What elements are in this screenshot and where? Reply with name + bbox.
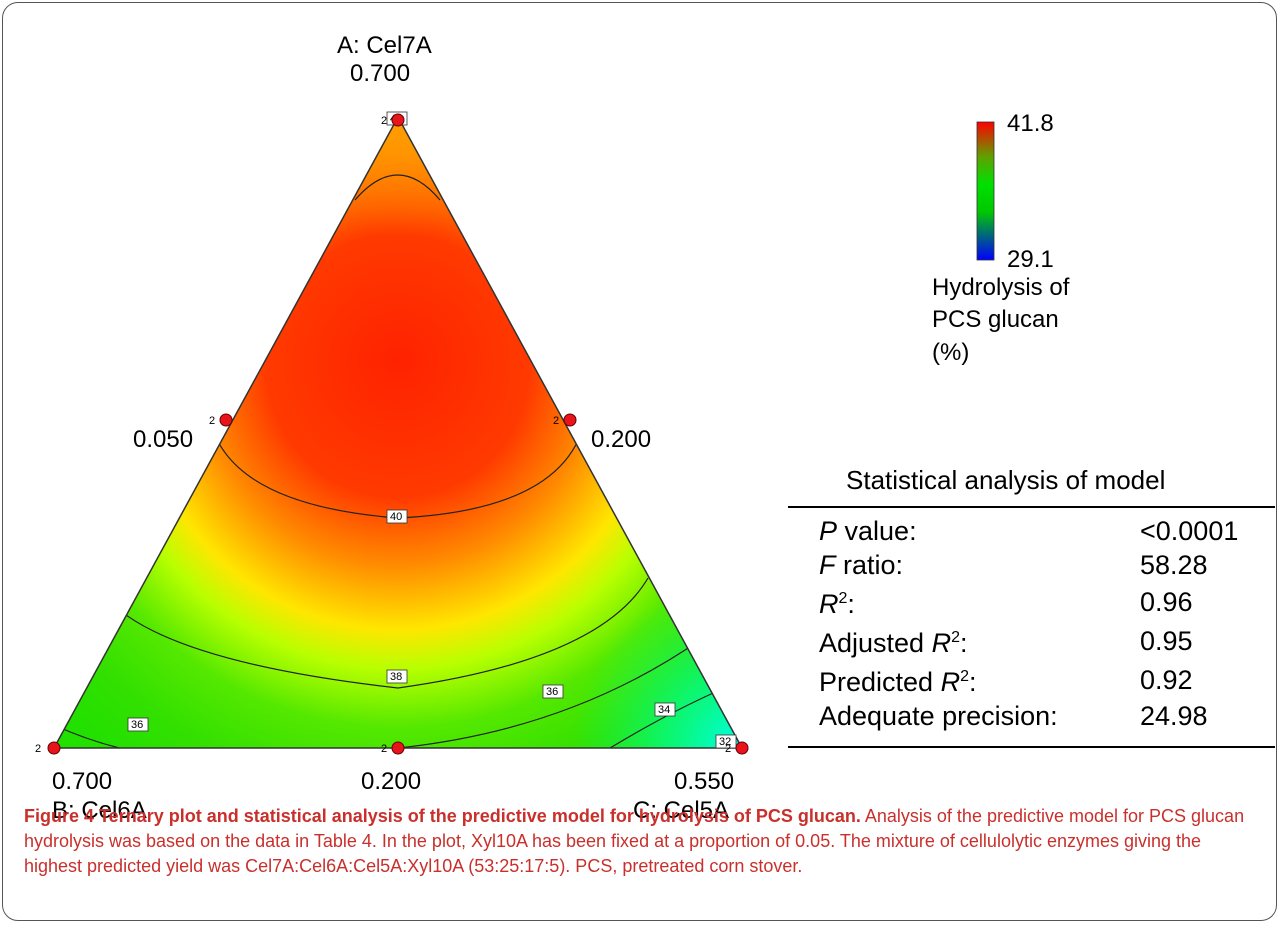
contour-line-40-top [354, 174, 441, 201]
design-point [391, 113, 405, 127]
stats-row: P value: <0.0001 [788, 514, 1262, 548]
design-point [391, 741, 405, 755]
vertex-c-name: C: Cel5A [633, 797, 730, 824]
vertex-c-max: 0.550 [674, 768, 735, 795]
replicate-label: 2 [725, 743, 731, 755]
replicate-label: 2 [553, 415, 559, 427]
stats-label: Predicted R2: [819, 667, 977, 697]
replicate-labels: 2 2 2 2 2 2 [35, 115, 731, 755]
edge-label-bottom: 0.200 [361, 768, 422, 795]
stats-value: <0.0001 [1140, 516, 1239, 546]
contour-label: 36 [131, 719, 143, 731]
design-point [219, 413, 233, 427]
stats-row: F ratio: 58.28 [788, 548, 1262, 582]
stats-label: F ratio: [819, 550, 904, 580]
stats-value: 24.98 [1140, 701, 1208, 731]
contour-label: 34 [658, 704, 670, 716]
stats-row: Predicted R2: 0.92 [788, 660, 1262, 699]
design-points [47, 113, 749, 755]
replicate-label: 2 [381, 743, 387, 755]
replicate-label: 2 [381, 115, 387, 127]
vertex-b-name: B: Cel6A [52, 797, 147, 824]
ternary-plot: 40 40 38 36 36 34 32 2 2 2 2 2 2 [35, 111, 995, 755]
stats-row: R2: 0.96 [788, 582, 1262, 621]
figure-caption: Figure 4 Ternary plot and statistical an… [24, 804, 1254, 879]
stats-title: Statistical analysis of model [846, 465, 1166, 495]
replicate-label: 2 [209, 415, 215, 427]
vertex-a-max: 0.700 [350, 60, 411, 87]
colorbar-title-line: PCS glucan [932, 306, 1059, 334]
stats-value: 0.96 [1140, 586, 1193, 617]
stats-value: 0.95 [1140, 625, 1193, 656]
caption-body: Analysis of the predictive model for PCS… [24, 806, 1245, 876]
contour-label: 40 [390, 511, 402, 523]
contour-line-38 [99, 577, 649, 689]
colorbar-max: 41.8 [1007, 110, 1054, 137]
colorbar-title-line: Hydrolysis of [932, 274, 1070, 301]
stats-row: Adequate precision: 24.98 [788, 699, 1262, 733]
stats-label: Adjusted R2: [819, 628, 968, 658]
contour-line-36-left [54, 724, 221, 748]
contour-line-36-right [397, 639, 701, 748]
edge-label-right: 0.200 [591, 426, 652, 453]
contour-label: 36 [546, 686, 558, 698]
vertex-a-name: A: Cel7A [337, 32, 432, 59]
replicate-label: 2 [35, 743, 41, 755]
design-point [563, 413, 577, 427]
caption-title: Figure 4 Ternary plot and statistical an… [24, 806, 861, 826]
stats-label: P value: [819, 516, 917, 546]
design-point [735, 741, 749, 755]
stats-label: R2: [819, 589, 855, 619]
contour-label: 32 [719, 736, 731, 748]
stats-label: Adequate precision: [819, 701, 1058, 731]
stats-value: 0.92 [1140, 664, 1193, 695]
vertex-b-max: 0.700 [52, 768, 113, 795]
stats-table: P value: <0.0001 F ratio: 58.28 R2: 0.96 Ad… [788, 506, 1275, 748]
colorbar-min: 29.1 [1007, 246, 1054, 273]
design-point [47, 741, 61, 755]
stats-value: 58.28 [1140, 550, 1208, 580]
colorbar-title: Hydrolysis of PCS glucan (%) [932, 272, 1069, 369]
colorbar [976, 121, 995, 261]
contour-label: 38 [390, 671, 402, 683]
edge-label-left: 0.050 [133, 426, 194, 453]
colorbar-title-line: (%) [932, 338, 970, 366]
stats-row: Adjusted R2: 0.95 [788, 621, 1262, 660]
